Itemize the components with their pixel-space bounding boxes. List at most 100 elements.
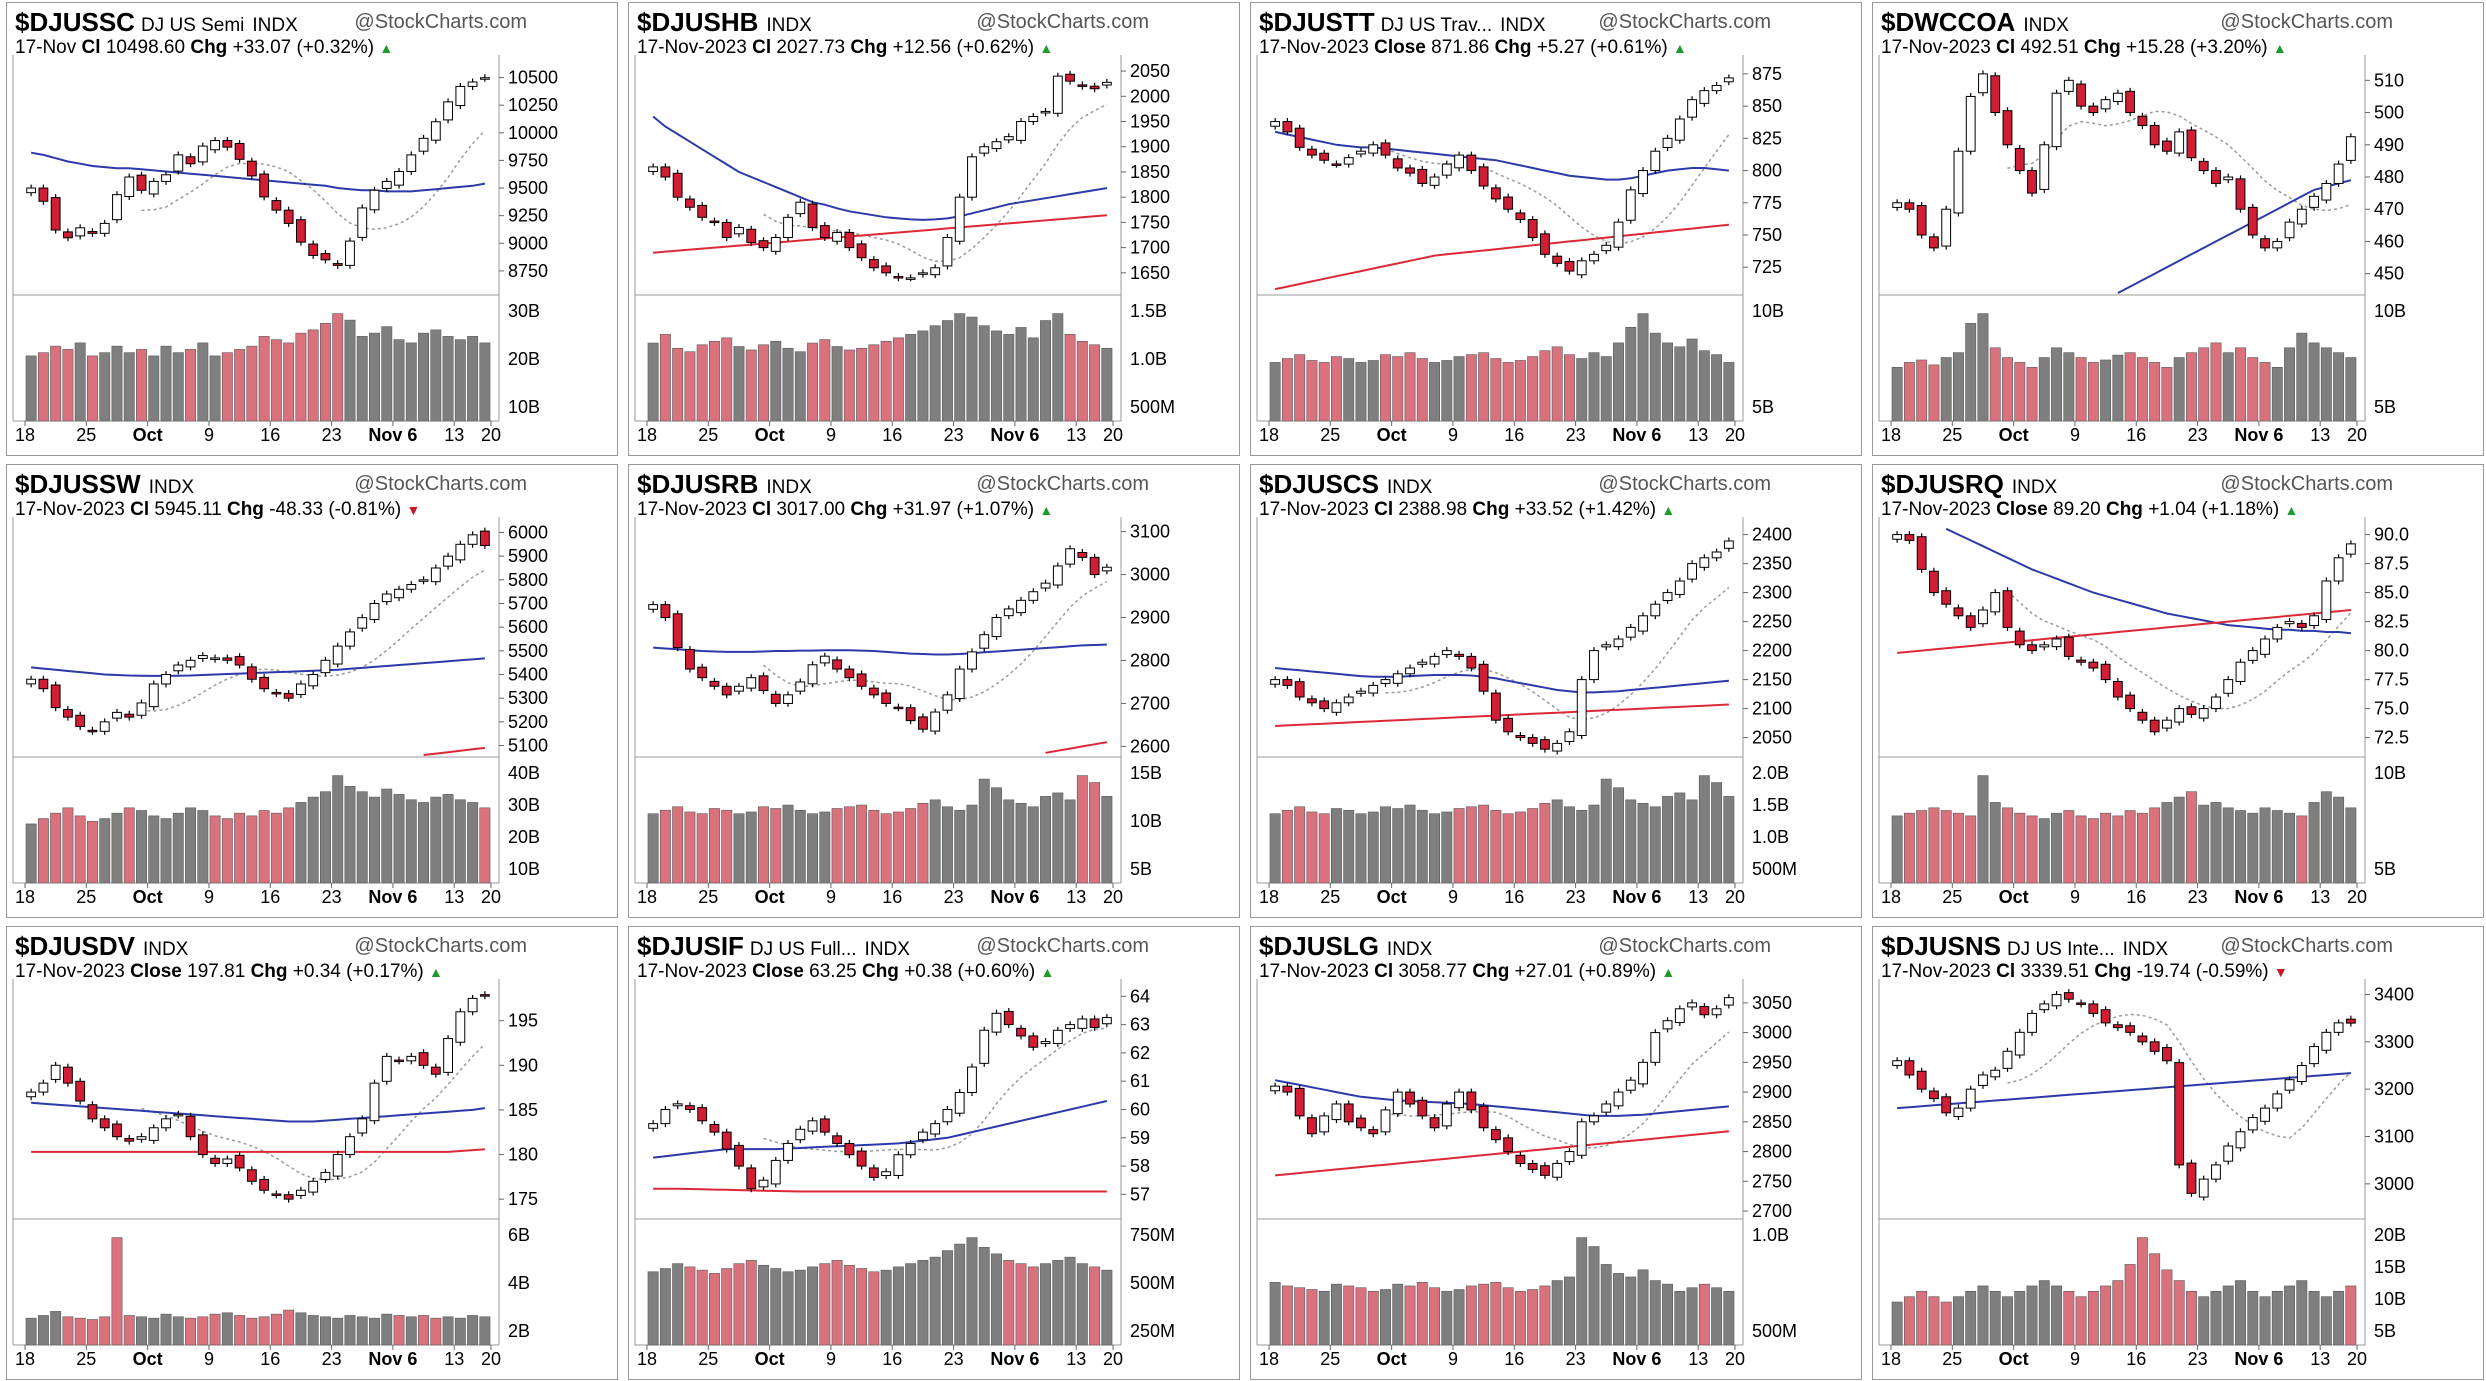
- candle-body: [455, 1011, 466, 1043]
- candle-body: [770, 693, 781, 704]
- chart-panel-djuscs[interactable]: $DJUSCS INDX @StockCharts.com 17-Nov-2023 C…: [1250, 464, 1862, 918]
- candle-body: [1052, 75, 1063, 114]
- volume-bar: [1502, 1287, 1514, 1346]
- volume-bar: [843, 1264, 855, 1346]
- x-tick-label: 23: [1566, 887, 1586, 907]
- candle-body: [942, 1108, 953, 1123]
- volume-bar: [283, 1309, 295, 1346]
- x-tick-label: 23: [1566, 425, 1586, 445]
- volume-bar: [1539, 1285, 1551, 1346]
- candle-body: [758, 675, 769, 692]
- candle-body: [1711, 84, 1722, 92]
- volume-bar: [1343, 809, 1355, 884]
- y-tick-label: 85.0: [2374, 583, 2409, 603]
- instrument-type: INDX: [766, 477, 812, 498]
- chart-panel-djuslg[interactable]: $DJUSLG INDX @StockCharts.com 17-Nov-2023 C…: [1250, 926, 1862, 1380]
- x-tick-label: 25: [76, 1349, 96, 1369]
- chart-panel-djusdv[interactable]: $DJUSDV INDX @StockCharts.com 17-Nov-2023 C…: [6, 926, 618, 1380]
- ma-mid-line: [652, 1100, 1108, 1159]
- candle-body: [222, 140, 233, 148]
- volume-bar: [1003, 1260, 1015, 1346]
- volume-bar: [819, 339, 831, 422]
- candle-body: [430, 1066, 441, 1075]
- volume-bar: [1551, 1280, 1563, 1346]
- volume-bar: [283, 342, 295, 422]
- volume-bar: [123, 1315, 135, 1346]
- volume-bar: [1551, 346, 1563, 422]
- ma-mid-line: [653, 643, 1107, 656]
- symbol-title: $DWCCOA INDX: [1881, 7, 2069, 38]
- instrument-type: INDX: [1386, 477, 1433, 498]
- volume-tick-label: 10B: [508, 397, 540, 417]
- candle-body: [381, 180, 392, 189]
- x-tick-label: 20: [1103, 1349, 1123, 1369]
- candle-body: [124, 713, 135, 718]
- chart-panel-djusif[interactable]: $DJUSIF DJ US Full... INDX @StockCharts.com…: [628, 926, 1240, 1380]
- volume-bar: [843, 349, 855, 422]
- x-tick-label: 13: [1066, 425, 1086, 445]
- x-tick-label: Oct: [755, 425, 785, 445]
- volume-bar: [1040, 796, 1052, 884]
- volume-bar: [1576, 809, 1588, 884]
- candle-body: [1028, 1035, 1039, 1048]
- x-tick-label: 9: [826, 1349, 836, 1369]
- chart-panel-djusrb[interactable]: $DJUSRB INDX @StockCharts.com 17-Nov-2023 C…: [628, 464, 1240, 918]
- chart-panel-djustt[interactable]: $DJUSTT DJ US Trav... INDX @StockCharts.com…: [1250, 2, 1862, 456]
- candle-body: [1515, 1154, 1526, 1164]
- volume-bar: [1928, 364, 1940, 422]
- volume-bar: [1040, 1263, 1052, 1346]
- close-value: 5945.11: [154, 499, 222, 520]
- candle-body: [2039, 1003, 2050, 1011]
- candle-body: [1941, 1096, 1952, 1114]
- chart-panel-djushb[interactable]: $DJUSHB INDX @StockCharts.com 17-Nov-2023 C…: [628, 2, 1240, 456]
- y-tick-label: 10500: [508, 68, 558, 88]
- chart-panel-dwccoa[interactable]: $DWCCOA INDX @StockCharts.com 17-Nov-2023 C…: [1872, 2, 2484, 456]
- brand-label: @StockCharts.com: [354, 11, 527, 33]
- candle-body: [685, 648, 695, 670]
- candle-body: [1723, 77, 1734, 83]
- candle-body: [136, 174, 147, 191]
- y-tick-label: 63: [1130, 1015, 1150, 1035]
- candlestick-chart: 90.0 87.5 85.0 82.5 80.0 77.5 75.0 72.5 10B 5B 18 2…: [1878, 517, 2409, 907]
- candle-body: [1101, 1017, 1112, 1025]
- candle-body: [1331, 163, 1342, 166]
- volume-bar: [745, 811, 757, 884]
- volume-bar: [1269, 362, 1281, 422]
- candle-body: [2100, 99, 2111, 110]
- y-tick-label: 5800: [508, 570, 548, 590]
- candle-body: [2137, 1035, 2148, 1043]
- x-tick-label: 13: [1688, 887, 1708, 907]
- volume-bar: [1674, 1290, 1686, 1346]
- candle-body: [1478, 166, 1489, 187]
- close-value: 492.51: [2020, 37, 2079, 58]
- candle-body: [1028, 591, 1039, 601]
- candle-body: [332, 645, 343, 665]
- date: 17-Nov-2023: [1881, 499, 1991, 520]
- volume-bar: [1478, 352, 1490, 422]
- candle-body: [1368, 684, 1379, 694]
- chart-panel-djusrq[interactable]: $DJUSRQ INDX @StockCharts.com 17-Nov-2023 C…: [1872, 464, 2484, 918]
- y-tick-label: 750: [1752, 225, 1782, 245]
- candle-body: [1028, 115, 1039, 123]
- y-tick-label: 5700: [508, 593, 548, 613]
- x-tick-label: Oct: [133, 425, 163, 445]
- candle-body: [1503, 717, 1514, 733]
- chart-panel-djusns[interactable]: $DJUSNS DJ US Inte... INDX @StockCharts.com…: [1872, 926, 2484, 1380]
- candle-body: [148, 683, 159, 708]
- candle-body: [734, 1144, 744, 1167]
- date: 17-Nov-2023: [1259, 499, 1369, 520]
- candle-body: [2051, 92, 2062, 148]
- candle-body: [979, 1029, 990, 1064]
- volume-bar: [111, 345, 123, 422]
- volume-bar: [234, 1315, 246, 1346]
- volume-bar: [160, 818, 172, 884]
- y-tick-label: 72.5: [2374, 728, 2409, 748]
- candle-body: [1990, 1069, 2001, 1078]
- volume-bar: [647, 342, 659, 422]
- chart-panel-djussw[interactable]: $DJUSSW INDX @StockCharts.com 17-Nov-2023 C…: [6, 464, 618, 918]
- volume-bar: [1441, 360, 1453, 422]
- volume-bar: [1027, 1266, 1039, 1346]
- volume-bar: [185, 807, 197, 884]
- chart-panel-djussc[interactable]: $DJUSSC DJ US Semi INDX @StockCharts.com 17-…: [6, 2, 618, 456]
- volume-bar: [758, 806, 769, 884]
